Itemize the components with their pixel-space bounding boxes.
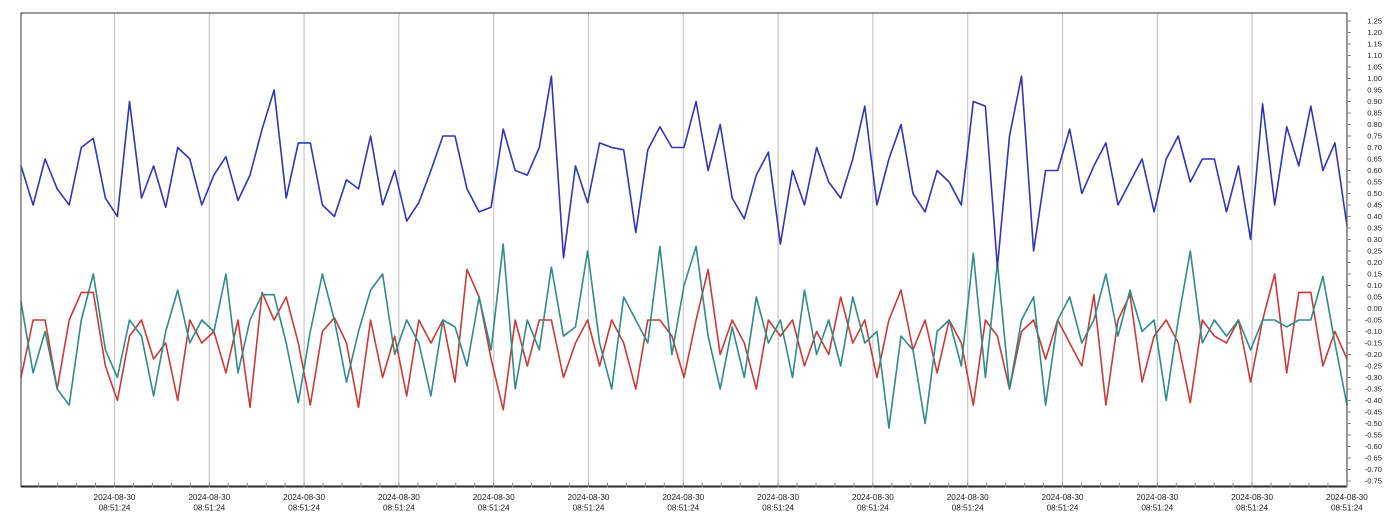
y-tick-label: 0.05	[1367, 293, 1382, 302]
x-tick-label-date: 2024-08-30	[473, 493, 515, 502]
y-tick-label: 0.25	[1367, 247, 1382, 256]
x-tick-label-time: 08:51:24	[1236, 504, 1268, 513]
x-tick-label-date: 2024-08-30	[378, 493, 420, 502]
x-tick-label-date: 2024-08-30	[1326, 493, 1368, 502]
x-tick-label-time: 08:51:24	[288, 504, 320, 513]
x-tick-label-time: 08:51:24	[1141, 504, 1173, 513]
y-tick-label: -0.70	[1365, 465, 1382, 474]
y-tick-label: -0.60	[1365, 442, 1382, 451]
y-tick-label: -0.35	[1365, 385, 1382, 394]
y-tick-label: 1.05	[1367, 63, 1382, 72]
y-tick-label: 1.20	[1367, 28, 1382, 37]
x-tick-label-date: 2024-08-30	[1231, 493, 1273, 502]
y-tick-label: 1.10	[1367, 51, 1382, 60]
x-tick-label-time: 08:51:24	[383, 504, 415, 513]
y-tick-label: 1.15	[1367, 40, 1382, 49]
y-tick-label: -0.20	[1365, 350, 1382, 359]
y-tick-label: 0.55	[1367, 178, 1382, 187]
y-tick-label: -0.65	[1365, 454, 1382, 463]
x-tick-label-time: 08:51:24	[99, 504, 131, 513]
y-tick-label: 1.00	[1367, 74, 1382, 83]
y-tick-label: -0.25	[1365, 362, 1382, 371]
y-tick-label: -0.55	[1365, 431, 1382, 440]
y-tick-label: 0.70	[1367, 143, 1382, 152]
x-tick-label-time: 08:51:24	[857, 504, 889, 513]
y-tick-label: -0.45	[1365, 408, 1382, 417]
x-tick-label-time: 08:51:24	[478, 504, 510, 513]
y-tick-label: 0.60	[1367, 166, 1382, 175]
plot-area	[21, 13, 1347, 487]
x-tick-label-date: 2024-08-30	[1136, 493, 1178, 502]
y-tick-label: -0.50	[1365, 419, 1382, 428]
x-tick-label-time: 08:51:24	[952, 504, 984, 513]
x-tick-label-time: 08:51:24	[667, 504, 699, 513]
y-tick-label: 0.35	[1367, 224, 1382, 233]
y-tick-label: 0.95	[1367, 86, 1382, 95]
x-tick-label-date: 2024-08-30	[947, 493, 989, 502]
x-tick-label-time: 08:51:24	[1047, 504, 1079, 513]
y-tick-label: 0.80	[1367, 120, 1382, 129]
y-tick-label: -0.15	[1365, 339, 1382, 348]
x-tick-label-time: 08:51:24	[193, 504, 225, 513]
x-tick-label-date: 2024-08-30	[94, 493, 136, 502]
y-tick-label: -0.10	[1365, 327, 1382, 336]
x-tick-label-date: 2024-08-30	[568, 493, 610, 502]
x-tick-label-date: 2024-08-30	[662, 493, 704, 502]
x-tick-label-time: 08:51:24	[762, 504, 794, 513]
x-tick-label-date: 2024-08-30	[852, 493, 894, 502]
y-tick-label: 0.10	[1367, 281, 1382, 290]
y-tick-label: 0.50	[1367, 189, 1382, 198]
y-tick-label: -0.30	[1365, 373, 1382, 382]
y-tick-label: 0.30	[1367, 235, 1382, 244]
x-tick-label-time: 08:51:24	[1331, 504, 1363, 513]
y-tick-label: 0.45	[1367, 201, 1382, 210]
series-teal-line	[20, 243, 1348, 429]
x-tick-label-date: 2024-08-30	[188, 493, 230, 502]
y-tick-label: -0.75	[1365, 477, 1382, 486]
y-tick-label: 0.20	[1367, 258, 1382, 267]
y-tick-label: -0.40	[1365, 396, 1382, 405]
y-tick-label: 0.00	[1367, 304, 1382, 313]
y-tick-label: 0.40	[1367, 212, 1382, 221]
y-tick-label: 0.65	[1367, 155, 1382, 164]
y-tick-label: 0.90	[1367, 97, 1382, 106]
y-tick-label: 1.25	[1367, 17, 1382, 26]
y-tick-label: 0.75	[1367, 132, 1382, 141]
y-tick-label: 0.15	[1367, 270, 1382, 279]
x-tick-label-time: 08:51:24	[573, 504, 605, 513]
x-tick-label-date: 2024-08-30	[757, 493, 799, 502]
y-tick-label: -0.05	[1365, 316, 1382, 325]
x-tick-label-date: 2024-08-30	[1042, 493, 1084, 502]
x-tick-label-date: 2024-08-30	[283, 493, 325, 502]
series-blue-line	[20, 75, 1348, 268]
y-tick-label: 0.85	[1367, 109, 1382, 118]
